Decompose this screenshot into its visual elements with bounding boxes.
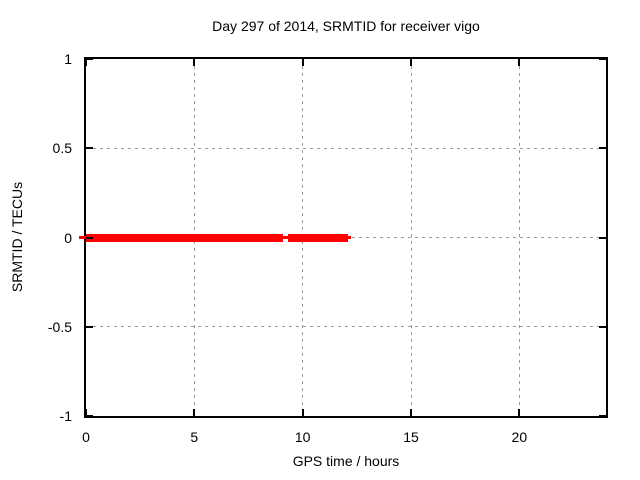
x-tick-mark: [301, 409, 304, 416]
y-tick-mark: [86, 415, 93, 417]
x-tick-label: 10: [294, 429, 311, 445]
y-tick-mark: [86, 147, 93, 150]
y-gridline: [86, 326, 606, 328]
x-tick-label: 20: [511, 429, 528, 445]
x-tick-mark: [410, 409, 412, 416]
y-tick-label: -1: [59, 408, 72, 424]
x-tick-label: 5: [190, 429, 199, 445]
x-tick-mark: [193, 409, 196, 416]
y-tick-mark: [599, 236, 606, 239]
y-tick-label: -0.5: [47, 318, 72, 335]
y-tick-label: 1: [64, 51, 72, 67]
chart-title: Day 297 of 2014, SRMTID for receiver vig…: [212, 18, 480, 34]
x-tick-label: 0: [82, 429, 90, 445]
x-tick-mark: [518, 59, 521, 66]
x-axis-label: GPS time / hours: [292, 453, 400, 469]
series-segment: [287, 233, 349, 242]
x-tick-mark: [301, 59, 304, 66]
y-tick-label: 0.5: [52, 140, 72, 157]
x-tick-mark: [85, 409, 87, 416]
x-tick-label: 15: [403, 429, 419, 445]
y-tick-mark: [599, 325, 606, 328]
y-tick-mark: [599, 415, 606, 417]
series-segment: [86, 233, 284, 242]
y-tick-mark: [86, 236, 93, 239]
x-tick-mark: [85, 59, 87, 66]
y-gridline: [86, 147, 606, 149]
y-tick-mark: [599, 58, 606, 60]
y-tick-mark: [86, 58, 93, 60]
y-tick-mark: [599, 147, 606, 150]
y-tick-label: 0: [64, 229, 72, 246]
plot-area: [79, 57, 608, 418]
x-tick-mark: [410, 59, 412, 66]
x-tick-mark: [193, 59, 196, 66]
y-tick-mark: [86, 325, 93, 328]
x-tick-mark: [518, 409, 521, 416]
